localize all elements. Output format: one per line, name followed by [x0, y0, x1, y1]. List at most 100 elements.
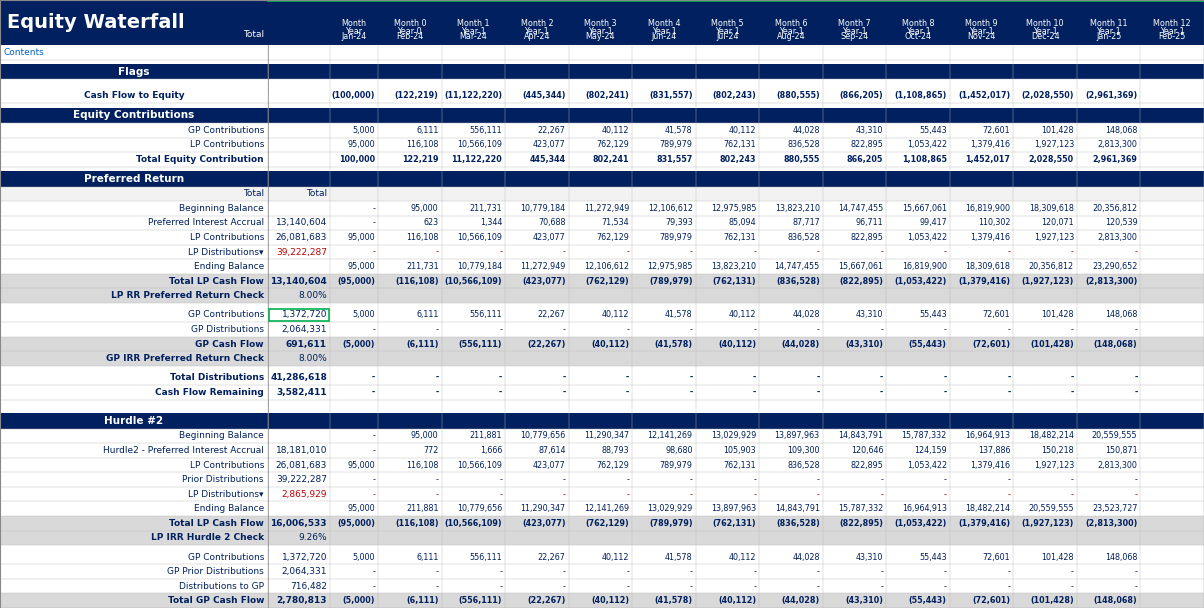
- Text: GP Prior Distributions: GP Prior Distributions: [167, 567, 264, 576]
- Text: 8.00%: 8.00%: [299, 291, 327, 300]
- Text: (43,310): (43,310): [845, 596, 884, 605]
- Text: 880,555: 880,555: [784, 155, 820, 164]
- Bar: [0, 108, 1204, 123]
- Text: (1,379,416): (1,379,416): [958, 277, 1010, 286]
- Text: (101,428): (101,428): [1031, 339, 1074, 348]
- Text: 124,159: 124,159: [914, 446, 946, 455]
- Text: -: -: [436, 325, 438, 334]
- Text: -: -: [1072, 489, 1074, 499]
- Text: 40,112: 40,112: [728, 126, 756, 135]
- Bar: [0, 385, 1204, 399]
- Text: 44,028: 44,028: [792, 126, 820, 135]
- Bar: [0, 288, 1204, 303]
- Bar: [0, 409, 1204, 413]
- Text: LP RR Preferred Return Check: LP RR Preferred Return Check: [111, 291, 264, 300]
- Text: Year 1: Year 1: [525, 27, 549, 36]
- Text: 12,106,612: 12,106,612: [648, 204, 692, 213]
- Text: -: -: [626, 325, 630, 334]
- Text: Month 7: Month 7: [838, 18, 870, 27]
- Text: -: -: [816, 567, 820, 576]
- Text: 101,428: 101,428: [1041, 553, 1074, 562]
- Text: (55,443): (55,443): [909, 596, 946, 605]
- Text: Cash Flow Remaining: Cash Flow Remaining: [155, 388, 264, 397]
- Text: 40,112: 40,112: [602, 126, 630, 135]
- Text: 16,819,900: 16,819,900: [902, 262, 946, 271]
- Text: 2,813,300: 2,813,300: [1098, 461, 1138, 469]
- Text: Apr-24: Apr-24: [524, 32, 550, 41]
- Text: 39,222,287: 39,222,287: [276, 475, 327, 484]
- Text: Year 1: Year 1: [651, 27, 677, 36]
- Text: -: -: [880, 325, 884, 334]
- Text: -: -: [1072, 567, 1074, 576]
- Text: 12,141,269: 12,141,269: [648, 432, 692, 440]
- Text: 1,372,720: 1,372,720: [282, 553, 327, 562]
- Bar: [0, 443, 1204, 458]
- Bar: [0, 80, 1204, 84]
- Text: 14,747,455: 14,747,455: [838, 204, 884, 213]
- Text: Total: Total: [243, 189, 264, 198]
- Text: (40,112): (40,112): [718, 339, 756, 348]
- Text: -: -: [1070, 388, 1074, 397]
- Text: 822,895: 822,895: [850, 461, 884, 469]
- Text: -: -: [880, 489, 884, 499]
- Text: -: -: [690, 567, 692, 576]
- Text: 99,417: 99,417: [919, 218, 946, 227]
- Text: Month 4: Month 4: [648, 18, 680, 27]
- Text: Total LP Cash Flow: Total LP Cash Flow: [169, 277, 264, 286]
- Text: -: -: [690, 247, 692, 257]
- Text: -: -: [754, 489, 756, 499]
- Bar: [0, 366, 1204, 370]
- Text: (10,566,109): (10,566,109): [444, 277, 502, 286]
- Text: -: -: [1072, 582, 1074, 590]
- Text: 12,106,612: 12,106,612: [584, 262, 630, 271]
- Bar: [0, 545, 1204, 550]
- Text: Month 2: Month 2: [520, 18, 553, 27]
- Text: Jun-24: Jun-24: [651, 32, 677, 41]
- Text: (1,927,123): (1,927,123): [1021, 277, 1074, 286]
- Text: 6,111: 6,111: [417, 311, 438, 319]
- Text: -: -: [500, 247, 502, 257]
- Text: 10,779,656: 10,779,656: [520, 432, 566, 440]
- Text: Total LP Cash Flow: Total LP Cash Flow: [169, 519, 264, 528]
- Text: -: -: [690, 388, 692, 397]
- Text: 16,964,913: 16,964,913: [966, 432, 1010, 440]
- Text: 23,290,652: 23,290,652: [1092, 262, 1138, 271]
- Text: Year 1: Year 1: [779, 27, 803, 36]
- Text: 116,108: 116,108: [406, 140, 438, 150]
- Text: 79,393: 79,393: [665, 218, 692, 227]
- Text: 120,539: 120,539: [1105, 218, 1138, 227]
- Text: -: -: [562, 489, 566, 499]
- Text: -: -: [372, 325, 374, 334]
- Text: -: -: [436, 567, 438, 576]
- Text: (423,077): (423,077): [523, 277, 566, 286]
- Text: 72,601: 72,601: [982, 126, 1010, 135]
- Text: -: -: [372, 204, 374, 213]
- Text: -: -: [816, 325, 820, 334]
- Text: 41,578: 41,578: [665, 311, 692, 319]
- Text: 87,614: 87,614: [538, 446, 566, 455]
- Bar: [0, 413, 1204, 429]
- Text: (122,219): (122,219): [395, 91, 438, 100]
- Text: -: -: [1008, 325, 1010, 334]
- Bar: [0, 152, 1204, 167]
- Text: (556,111): (556,111): [459, 596, 502, 605]
- Text: 101,428: 101,428: [1041, 311, 1074, 319]
- Text: 822,895: 822,895: [850, 233, 884, 242]
- Text: -: -: [1008, 475, 1010, 484]
- Bar: [0, 0, 1204, 45]
- Text: -: -: [562, 475, 566, 484]
- Text: 789,979: 789,979: [660, 140, 692, 150]
- Text: 109,300: 109,300: [787, 446, 820, 455]
- Bar: [268, 309, 329, 321]
- Text: 12,975,985: 12,975,985: [710, 204, 756, 213]
- Text: -: -: [436, 247, 438, 257]
- Bar: [0, 579, 1204, 593]
- Text: -: -: [562, 325, 566, 334]
- Text: (762,131): (762,131): [713, 277, 756, 286]
- Text: (789,979): (789,979): [649, 277, 692, 286]
- Bar: [0, 245, 1204, 260]
- Text: -: -: [816, 247, 820, 257]
- Text: 41,578: 41,578: [665, 126, 692, 135]
- Text: (831,557): (831,557): [649, 91, 692, 100]
- Text: -: -: [816, 582, 820, 590]
